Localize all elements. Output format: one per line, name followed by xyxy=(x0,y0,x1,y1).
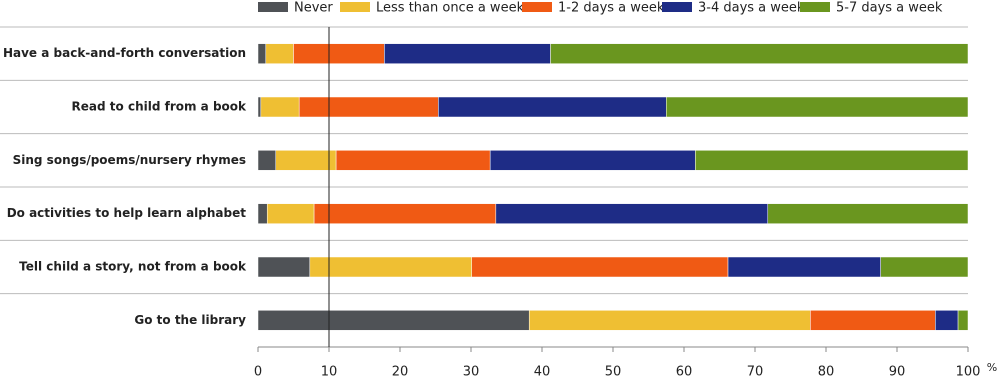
x-tick-label: 100 xyxy=(956,365,981,380)
bar-segment xyxy=(257,310,530,331)
x-tick-label: 70 xyxy=(747,365,764,380)
category-label: Have a back-and-forth conversation xyxy=(3,46,246,60)
bar-segment xyxy=(313,203,497,224)
bar-segment xyxy=(471,256,729,278)
legend-label: Less than once a week xyxy=(376,1,525,16)
legend-label: 1-2 days a week xyxy=(558,1,665,16)
bar-segment xyxy=(257,150,276,171)
x-tick-label: 50 xyxy=(605,365,622,380)
bar-segment xyxy=(489,150,696,171)
bar-segment xyxy=(266,203,315,224)
bar-segment xyxy=(666,96,969,118)
category-label: Tell child a story, not from a book xyxy=(19,260,247,274)
bar-segment xyxy=(265,43,294,64)
bar-segment xyxy=(298,96,439,118)
bar-segment xyxy=(550,43,969,64)
bar-segment xyxy=(495,203,769,224)
legend-label: 5-7 days a week xyxy=(836,1,943,16)
category-label: Go to the library xyxy=(134,313,246,327)
bar-segment xyxy=(810,310,936,331)
bar-segment xyxy=(309,256,472,278)
bar-segment xyxy=(438,96,667,118)
legend-swatch xyxy=(258,2,288,12)
bar-segment xyxy=(260,96,300,118)
category-label: Read to child from a book xyxy=(72,100,247,114)
bar-segment xyxy=(767,203,969,224)
bar-segment xyxy=(275,150,337,171)
x-tick-label: 80 xyxy=(818,365,835,380)
legend-swatch xyxy=(662,2,692,12)
bar-segment xyxy=(935,310,959,331)
bar-segment xyxy=(257,256,311,278)
x-tick-label: 60 xyxy=(676,365,693,380)
x-tick-label: 30 xyxy=(463,365,480,380)
bar-segment xyxy=(384,43,551,64)
x-tick-label: 20 xyxy=(392,365,409,380)
legend-swatch xyxy=(800,2,830,12)
bar-segment xyxy=(695,150,969,171)
bar-segment xyxy=(257,43,267,64)
x-tick-label: 40 xyxy=(534,365,551,380)
bar-segment xyxy=(257,203,268,224)
bar-segment xyxy=(335,150,491,171)
x-tick-label: 90 xyxy=(889,365,906,380)
bar-segment xyxy=(528,310,811,331)
x-unit-label: % xyxy=(987,361,997,374)
category-label: Sing songs/poems/nursery rhymes xyxy=(13,153,246,167)
bar-segment xyxy=(880,256,969,278)
bar-segment xyxy=(957,310,969,331)
legend-label: 3-4 days a week xyxy=(698,1,805,16)
category-label: Do activities to help learn alphabet xyxy=(7,206,247,220)
legend-swatch xyxy=(340,2,370,12)
bar-segment xyxy=(727,256,881,278)
bar-segment xyxy=(257,96,262,118)
x-tick-label: 10 xyxy=(321,365,338,380)
legend-label: Never xyxy=(294,1,333,16)
bar-segment xyxy=(293,43,385,64)
legend-swatch xyxy=(522,2,552,12)
x-tick-label: 0 xyxy=(254,365,262,380)
